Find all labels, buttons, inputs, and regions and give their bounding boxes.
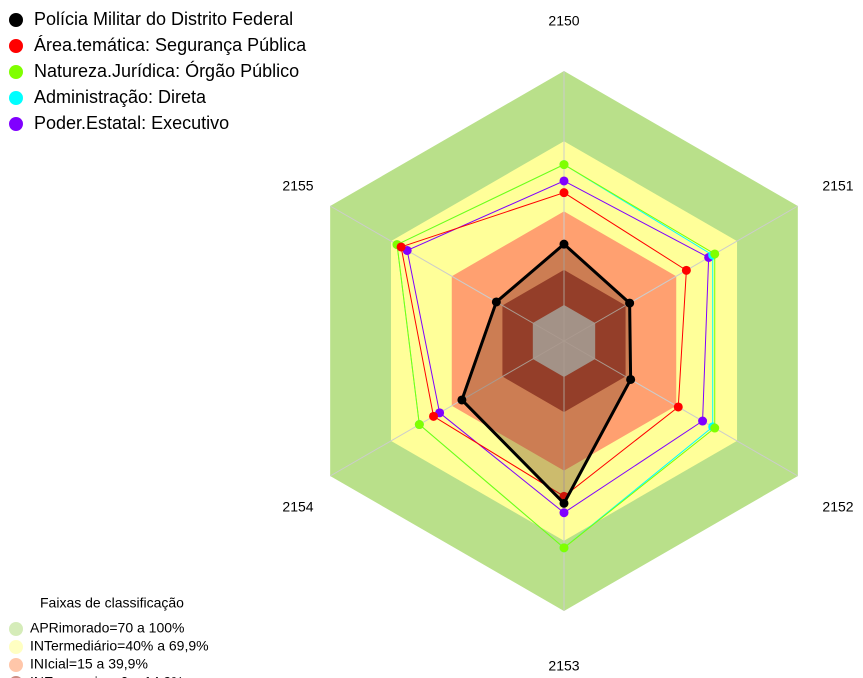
legend-label: Administração: Direta: [34, 87, 207, 107]
band-legend-marker: [9, 622, 23, 636]
legend-marker: [9, 65, 23, 79]
legend-label: Natureza.Jurídica: Órgão Público: [34, 60, 299, 81]
spoke: [329, 205, 565, 342]
series-point: [625, 298, 635, 308]
band-legend-marker: [9, 658, 23, 672]
bands-title: Faixas de classificação: [40, 595, 184, 611]
legend-marker: [9, 91, 23, 105]
series-point: [457, 395, 467, 405]
series-point: [559, 188, 569, 198]
band-legend-label: INExpressivo=0 a 14,9%: [30, 674, 184, 678]
series-point: [626, 374, 636, 384]
series-point: [559, 498, 569, 508]
series-point: [710, 423, 720, 433]
series-point: [673, 402, 683, 412]
band-legend-label: INTermediário=40% a 69,9%: [30, 638, 209, 654]
series-point: [710, 249, 720, 259]
series-point: [491, 297, 501, 307]
legend-label: Polícia Militar do Distrito Federal: [34, 9, 293, 29]
category-label: 2155: [282, 178, 313, 194]
legend-marker: [9, 39, 23, 53]
series-point: [429, 411, 439, 421]
category-label: 2153: [548, 658, 579, 674]
series-point: [559, 176, 569, 186]
series-point: [559, 239, 569, 249]
legend-label: Poder.Estatal: Executivo: [34, 113, 229, 133]
band-legend-label: INIcial=15 a 39,9%: [30, 656, 148, 672]
category-label: 2152: [822, 499, 853, 515]
category-label: 2151: [822, 178, 853, 194]
legend-marker: [9, 13, 23, 27]
band-legend-label: APRimorado=70 a 100%: [30, 620, 185, 636]
spoke: [563, 205, 799, 342]
series-point: [559, 160, 569, 170]
category-label: 2150: [548, 13, 579, 29]
series-point: [559, 543, 569, 553]
legend-label: Área.temática: Segurança Pública: [34, 35, 307, 55]
series-point: [698, 416, 708, 426]
series-point: [681, 265, 691, 275]
legend-marker: [9, 117, 23, 131]
band-legend-marker: [9, 640, 23, 654]
series-point: [414, 420, 424, 430]
category-label: 2154: [282, 499, 313, 515]
series-point: [396, 242, 406, 252]
series-point: [559, 508, 569, 518]
spoke: [329, 340, 565, 477]
